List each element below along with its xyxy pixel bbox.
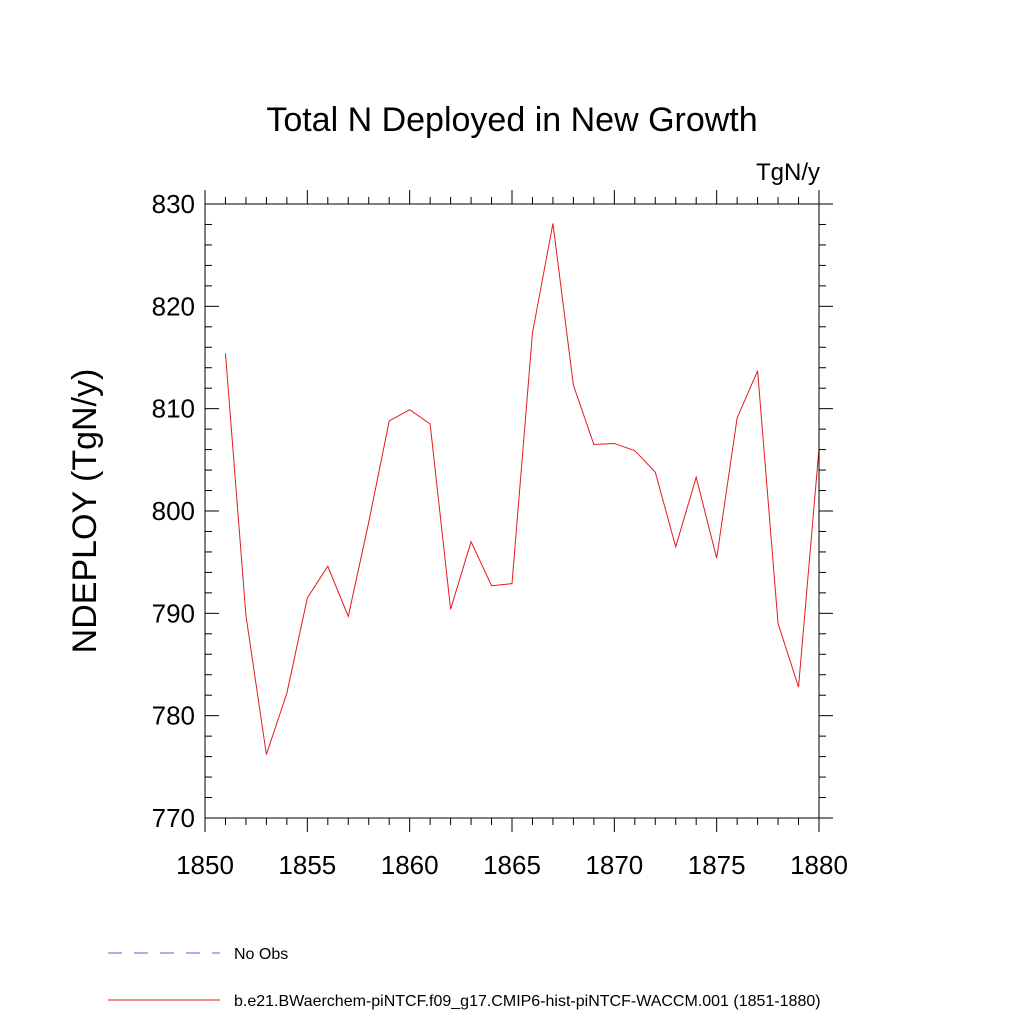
- x-tick-label: 1880: [790, 850, 848, 880]
- x-tick-label: 1870: [585, 850, 643, 880]
- units-label: TgN/y: [756, 159, 820, 186]
- x-tick-label: 1850: [176, 850, 234, 880]
- x-tick-label: 1865: [483, 850, 541, 880]
- x-tick-label: 1860: [381, 850, 439, 880]
- x-tick-label: 1855: [278, 850, 336, 880]
- plot-frame: [204, 203, 820, 819]
- legend-label-no-obs: No Obs: [234, 946, 288, 963]
- tick-labels: 1850 1855 1860 1865 1870 1875 1880 770 780 790 800…: [152, 189, 848, 880]
- x-tick-label: 1875: [688, 850, 746, 880]
- chart-title: Total N Deployed in New Growth: [266, 101, 757, 139]
- y-tick-label: 810: [152, 394, 195, 424]
- y-tick-label: 800: [152, 496, 195, 526]
- y-tick-label: 830: [152, 189, 195, 219]
- legend: No Obs b.e21.BWaerchem-piNTCF.f09_g17.CM…: [108, 946, 821, 1010]
- y-tick-label: 780: [152, 701, 195, 731]
- y-axis-label: NDEPLOY (TgN/y): [66, 369, 104, 654]
- axis-ticks: [204, 190, 833, 832]
- legend-label-model: b.e21.BWaerchem-piNTCF.f09_g17.CMIP6-his…: [234, 993, 821, 1010]
- y-tick-label: 820: [152, 291, 195, 321]
- series-group: [224, 223, 820, 755]
- y-tick-label: 790: [152, 598, 195, 628]
- y-tick-label: 770: [152, 803, 195, 833]
- series-line: [224, 223, 820, 755]
